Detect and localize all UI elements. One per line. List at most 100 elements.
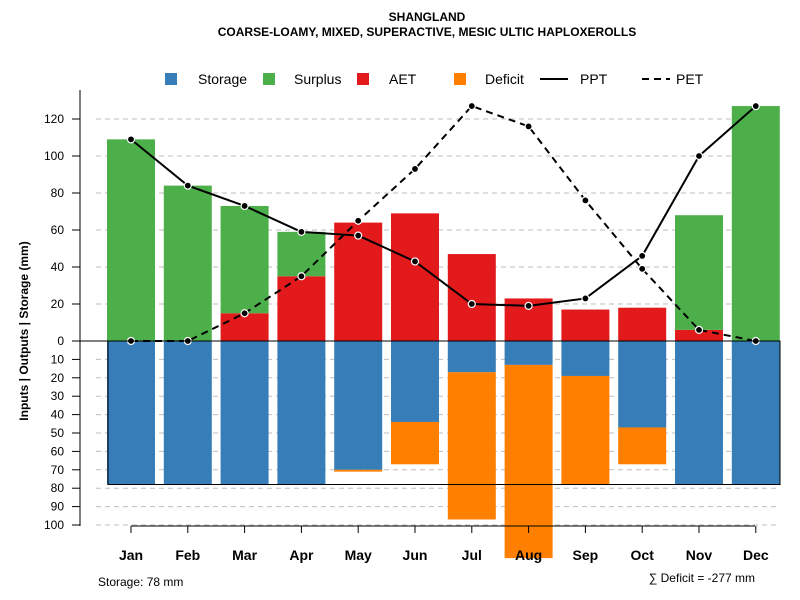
y-tick-label-upper: 120 (44, 112, 64, 126)
bar-aet (391, 213, 439, 341)
y-tick-label-upper: 20 (51, 297, 65, 311)
bar-surplus (163, 185, 212, 341)
legend-label-deficit: Deficit (485, 71, 524, 87)
legend-label-ppt: PPT (580, 71, 608, 87)
bar-storage (163, 341, 212, 485)
axes: 0 20 40 60 80 100 120 10 20 30 40 50 60 70 80 90 100 Jan F… (44, 90, 780, 563)
deficit-footnote: ∑ Deficit = -277 mm (649, 571, 755, 585)
x-tick-label: Jul (462, 547, 482, 563)
ppt-point (751, 101, 760, 111)
pet-point (410, 164, 420, 174)
x-tick-label: May (345, 547, 372, 563)
y-tick-label-lower: 90 (51, 500, 65, 514)
legend-label-surplus: Surplus (294, 71, 341, 87)
ppt-point (581, 294, 590, 303)
bar-surplus (731, 106, 780, 341)
pet-point (581, 196, 590, 205)
y-tick-label-upper: 0 (57, 334, 64, 348)
bar-deficit (334, 469, 383, 472)
x-tick-label: Nov (686, 547, 713, 563)
ppt-point (297, 227, 306, 236)
legend-swatch-aet (357, 73, 369, 85)
y-tick-label-lower: 60 (51, 444, 65, 458)
y-tick-label-lower: 100 (44, 518, 64, 532)
legend: Storage Surplus AET Deficit PPT PET (165, 71, 704, 87)
bar-storage (220, 341, 269, 485)
x-tick-label: Dec (743, 547, 769, 563)
bar-storage (277, 341, 326, 485)
bar-deficit (618, 427, 667, 465)
y-tick-label-lower: 10 (51, 352, 65, 366)
ppt-point (183, 181, 192, 190)
x-tick-label: Mar (232, 547, 257, 563)
ppt-point (354, 231, 363, 240)
y-tick-label-lower: 30 (51, 389, 65, 403)
pet-point (524, 122, 533, 131)
pet-point (297, 272, 306, 281)
y-tick-label-lower: 80 (51, 481, 65, 495)
bar-storage (107, 341, 155, 485)
legend-swatch-storage (165, 73, 177, 85)
bar-surplus (675, 215, 723, 330)
ppt-point (638, 251, 647, 260)
bars (107, 106, 781, 559)
y-tick-label-lower: 20 (51, 371, 65, 385)
legend-label-storage: Storage (198, 71, 247, 87)
x-tick-label: Aug (515, 547, 542, 563)
bar-storage (561, 341, 610, 376)
chart-subtitle: COARSE-LOAMY, MIXED, SUPERACTIVE, MESIC … (218, 25, 636, 39)
ppt-point (694, 151, 704, 161)
bar-aet (277, 276, 326, 341)
bar-storage (447, 341, 496, 373)
bar-aet (675, 329, 723, 341)
bar-aet (220, 313, 269, 341)
x-tick-label: Feb (175, 547, 200, 563)
y-axis-label: Inputs | Outputs | Storage (mm) (17, 241, 31, 420)
ppt-point (126, 135, 136, 144)
pet-point (694, 325, 704, 334)
legend-swatch-surplus (263, 73, 275, 85)
x-tick-label: Apr (289, 547, 314, 563)
y-tick-label-lower: 70 (51, 463, 65, 477)
bar-aet (447, 254, 496, 341)
ppt-point (240, 201, 249, 211)
pet-point (638, 264, 647, 273)
ppt-point (467, 299, 476, 309)
legend-label-pet: PET (676, 71, 704, 87)
bar-storage (504, 341, 553, 365)
x-tick-label: Oct (631, 547, 655, 563)
y-tick-label-lower: 50 (51, 426, 65, 440)
bar-aet (618, 307, 667, 341)
bar-surplus (220, 205, 269, 314)
bar-storage (334, 341, 383, 470)
legend-swatch-deficit (454, 73, 466, 85)
bar-deficit (391, 421, 439, 465)
bar-deficit (447, 372, 496, 520)
bar-storage (675, 341, 723, 485)
x-tick-label: Sep (573, 547, 599, 563)
legend-label-aet: AET (389, 71, 417, 87)
series-lines (126, 101, 760, 346)
pet-point (467, 101, 476, 111)
y-tick-label-lower: 40 (51, 408, 65, 422)
bar-surplus (277, 231, 326, 277)
bar-storage (731, 341, 780, 485)
bar-deficit (561, 375, 610, 485)
y-tick-label-upper: 40 (51, 260, 65, 274)
ppt-point (410, 257, 420, 266)
x-tick-label: Jun (403, 547, 428, 563)
pet-point (240, 309, 249, 318)
bar-storage (391, 341, 439, 422)
ppt-line (130, 105, 757, 307)
bar-aet (561, 309, 610, 341)
x-tick-label: Jan (119, 547, 143, 563)
y-tick-label-upper: 100 (44, 149, 64, 163)
y-tick-label-upper: 60 (51, 223, 65, 237)
storage-footnote: Storage: 78 mm (98, 575, 183, 589)
ppt-point (524, 301, 533, 310)
bar-surplus (107, 139, 155, 341)
pet-point (354, 216, 363, 225)
chart-title: SHANGLAND (389, 10, 466, 24)
pet-line (131, 104, 756, 342)
